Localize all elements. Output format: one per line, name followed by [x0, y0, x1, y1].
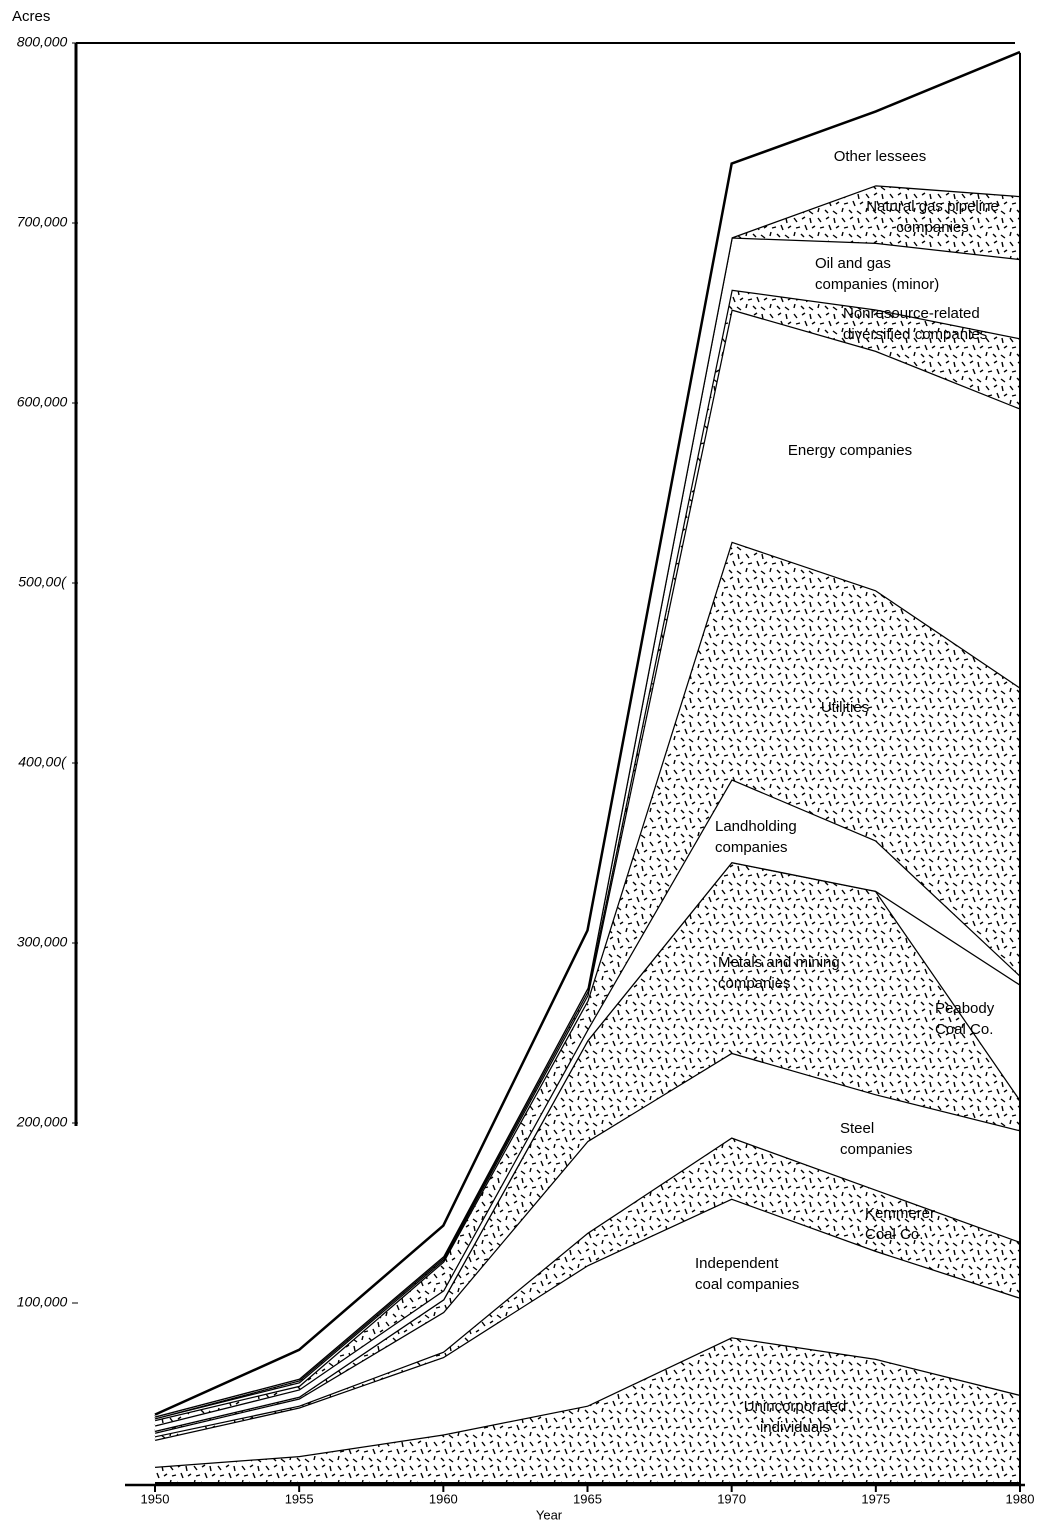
y-tick-label: 700,000 [17, 214, 68, 230]
area-label: Oil and gas companies (minor) [815, 255, 940, 293]
x-tick-label: 1965 [573, 1491, 602, 1506]
y-tick-label: 300,000 [17, 934, 68, 950]
x-tick-label: 1960 [429, 1491, 458, 1506]
area-label: Energy companies [787, 442, 913, 459]
area [155, 1137, 1020, 1440]
area-label: Kemmerer Coal Co. [865, 1205, 936, 1243]
x-axis-label: Year [536, 1507, 563, 1522]
area-label: Landholding companies [715, 818, 797, 856]
x-tick-label: 1950 [141, 1491, 170, 1506]
x-tick-label: 1980 [1006, 1491, 1035, 1506]
area [155, 309, 1020, 1420]
area [155, 1198, 1020, 1467]
x-tick-label: 1975 [861, 1491, 890, 1506]
area [155, 1337, 1020, 1483]
area-label: Natural gas pipeline companies [866, 198, 999, 236]
area-edge [154, 50, 1021, 1416]
y-tick-label: 500,00( [18, 574, 67, 590]
area [155, 862, 1020, 1433]
area [155, 541, 1020, 1426]
area-label: Independent coal companies [695, 1255, 800, 1293]
area-label: Nonresource-related diversified companie… [843, 305, 988, 343]
area-label: Other lessees [833, 148, 927, 165]
y-tick-label: 100,000 [17, 1294, 68, 1310]
area [155, 1052, 1020, 1437]
y-tick-label: 400,00( [18, 754, 67, 770]
y-tick-label: 200,000 [16, 1114, 68, 1130]
area-label: Peabody Coal Co. [935, 1000, 995, 1038]
y-tick-label: 800,000 [17, 34, 68, 50]
y-tick-label: 600,000 [17, 394, 68, 410]
y-axis-label: Acres [12, 8, 50, 25]
x-tick-label: 1970 [717, 1491, 746, 1506]
area-label: Steel companies [840, 1120, 913, 1158]
area-label: Metals and mining companies [718, 954, 840, 992]
x-tick-label: 1955 [285, 1491, 314, 1506]
area-label: Unincorporated individuals [743, 1398, 847, 1436]
area-label: Utilities [820, 699, 870, 716]
area [155, 52, 1020, 1417]
